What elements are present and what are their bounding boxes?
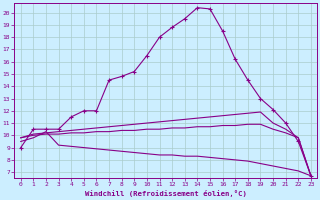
- X-axis label: Windchill (Refroidissement éolien,°C): Windchill (Refroidissement éolien,°C): [85, 190, 247, 197]
